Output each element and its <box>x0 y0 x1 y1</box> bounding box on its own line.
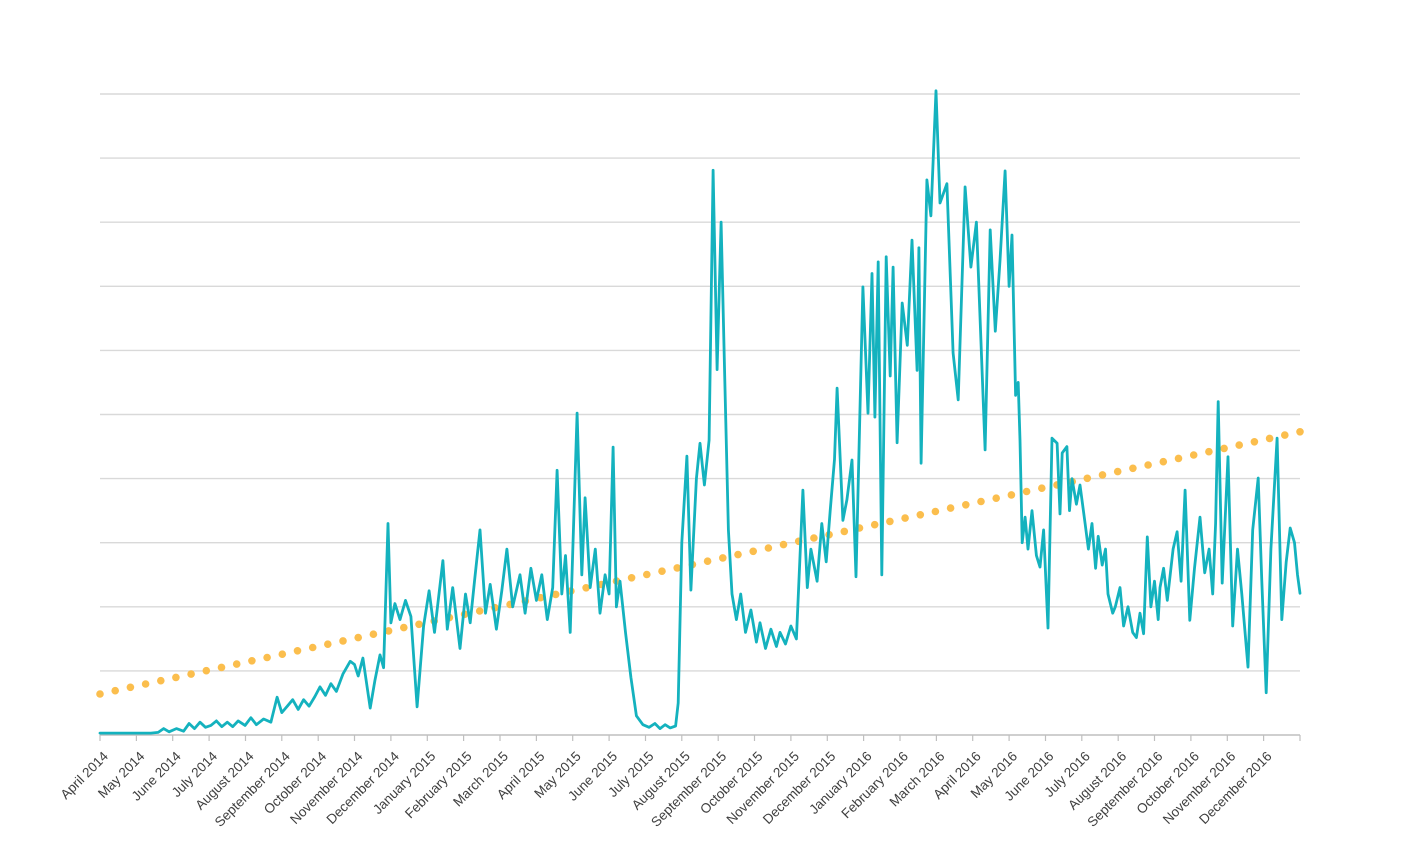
trend-dot <box>415 620 423 629</box>
trend-dot <box>384 627 393 635</box>
trend-dot <box>992 494 1000 503</box>
trend-dot <box>643 570 651 579</box>
trend-dot <box>1144 461 1152 469</box>
trend-dot <box>1296 428 1304 436</box>
trend-dot <box>1113 467 1122 476</box>
trend-dot <box>1174 454 1183 463</box>
trend-dot <box>278 650 287 658</box>
trend-dot <box>354 633 363 642</box>
trend-dot <box>141 680 150 688</box>
trend-dot <box>658 567 666 575</box>
trend-dot <box>1007 491 1016 499</box>
trend-dot <box>1083 474 1092 483</box>
daily-line-path <box>98 89 1302 735</box>
trend-dot <box>870 520 879 529</box>
trend-dot <box>232 660 241 668</box>
trend-dot <box>1205 447 1213 456</box>
x-axis <box>99 734 1301 741</box>
trend-dot <box>1022 487 1031 496</box>
trend-dot <box>1129 464 1137 473</box>
trend-dot <box>1281 431 1289 439</box>
trend-dot <box>734 550 742 559</box>
trend-dot <box>1189 451 1198 459</box>
trend-dot <box>749 547 757 556</box>
trend-dot <box>172 673 180 682</box>
trend-dot <box>1159 457 1168 466</box>
trend-dot <box>96 690 104 698</box>
trend-dot <box>1250 438 1259 446</box>
daily-line-series <box>98 89 1302 735</box>
trend-dot <box>901 514 909 522</box>
trend-dot <box>339 637 347 645</box>
trend-dot <box>764 544 773 552</box>
trend-dot <box>703 557 712 565</box>
trend-dot <box>1220 444 1228 453</box>
trend-dot <box>1235 441 1243 449</box>
trend-dot <box>810 534 818 542</box>
trend-dot <box>886 517 894 526</box>
trend-dot <box>400 623 408 632</box>
trend-dot <box>157 676 165 685</box>
trend-dot <box>962 501 970 509</box>
trend-dot <box>977 497 985 506</box>
trend-dot <box>126 683 135 692</box>
trend-dot <box>263 653 271 662</box>
trend-dot <box>308 643 317 652</box>
trend-dot <box>779 540 788 549</box>
trend-dot <box>627 574 636 582</box>
trend-dot <box>1098 471 1107 479</box>
trend-dot <box>946 504 955 512</box>
trend-dot <box>582 584 590 592</box>
trend-dot <box>324 640 332 648</box>
trend-dotted-series <box>96 428 1304 698</box>
trend-dot <box>931 507 940 516</box>
trend-dot <box>1265 434 1274 443</box>
trend-dot <box>475 607 484 615</box>
trend-dot <box>719 554 727 562</box>
trend-dot <box>1038 484 1046 493</box>
trend-dot <box>202 666 211 675</box>
trend-dot <box>369 630 378 638</box>
trend-dot <box>551 590 560 599</box>
trend-dot <box>673 564 681 572</box>
trend-dot <box>916 511 925 519</box>
trend-dot <box>840 527 849 536</box>
gridlines <box>100 93 1300 672</box>
trend-dot <box>248 657 256 665</box>
trend-dot <box>293 647 302 655</box>
trend-dot <box>111 686 119 695</box>
trend-dot <box>187 670 195 678</box>
trend-dot <box>217 663 226 672</box>
